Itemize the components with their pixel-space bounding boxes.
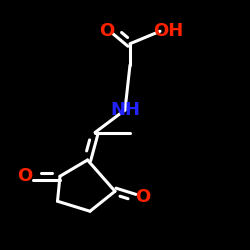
- Text: O: O: [100, 22, 115, 40]
- Text: O: O: [136, 188, 151, 206]
- Text: NH: NH: [110, 101, 140, 119]
- Text: O: O: [17, 167, 32, 185]
- Text: OH: OH: [153, 22, 183, 40]
